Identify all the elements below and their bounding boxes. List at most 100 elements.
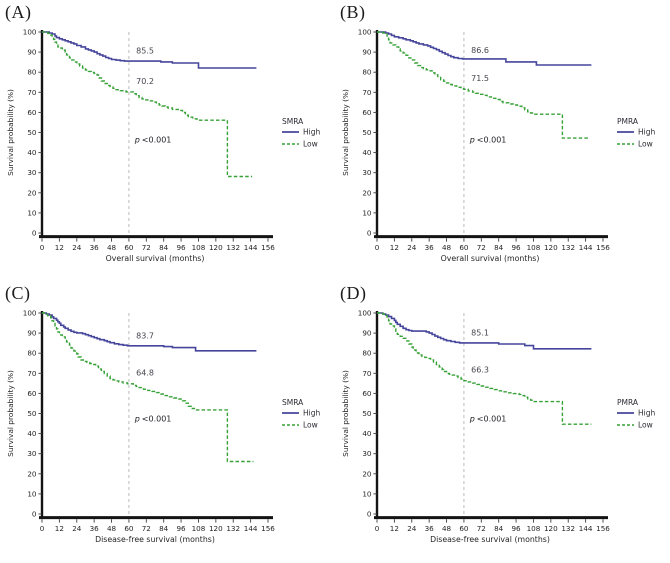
km-chart-b: 0 12 24 36 48 60 72 84 96 108 120 132 144 156 0 10 20 30 4… (341, 28, 655, 264)
y-tick-label: 10 (362, 208, 372, 217)
legend-low-label: Low (303, 140, 318, 149)
panel-a: (A) 0 12 24 36 48 60 72 84 96 108 120 132 144 156 0 10 2… (0, 0, 335, 281)
x-tick-label: 24 (407, 243, 417, 252)
x-tick-label: 96 (176, 243, 186, 252)
x-tick-label: 12 (55, 524, 64, 533)
x-tick-label: 144 (244, 243, 258, 252)
x-tick-label: 24 (72, 243, 82, 252)
panel-b-label: (B) (340, 2, 366, 22)
x-tick-label: 36 (425, 524, 435, 533)
x-tick-label: 108 (192, 524, 206, 533)
panel-d: (D) 0 12 24 36 48 60 72 84 96 108 120 132 144 156 0 10 2… (335, 281, 670, 562)
x-tick-label: 120 (544, 243, 558, 252)
high-series-line (42, 31, 257, 69)
y-tick-label: 50 (27, 409, 37, 418)
x-tick-label: 84 (494, 243, 504, 252)
p-value-label: p <0.001 (469, 415, 507, 424)
x-tick-label: 48 (107, 243, 117, 252)
y-tick-label: 0 (367, 229, 372, 238)
legend-title: PMRA (617, 117, 639, 126)
low-series-line (377, 31, 590, 139)
panel-d-label: (D) (340, 283, 367, 303)
x-tick-label: 96 (176, 524, 186, 533)
low-series-line (42, 312, 254, 463)
p-value-label: p <0.001 (134, 415, 172, 424)
legend-high-label: High (638, 409, 655, 418)
x-axis-title: Disease-free survival (months) (95, 535, 215, 544)
y-tick-label: 100 (358, 28, 372, 37)
panel-c-label: (C) (5, 283, 31, 303)
y-tick-label: 70 (362, 88, 372, 97)
y-tick-label: 40 (362, 148, 372, 157)
x-tick-label: 108 (527, 524, 541, 533)
x-tick-label: 120 (544, 524, 558, 533)
x-tick-label: 84 (159, 524, 169, 533)
y-tick-label: 0 (367, 510, 372, 519)
x-tick-label: 120 (209, 243, 223, 252)
x-tick-label: 12 (55, 243, 64, 252)
x-tick-label: 0 (375, 524, 380, 533)
x-tick-label: 156 (261, 524, 275, 533)
km-chart-d: 0 12 24 36 48 60 72 84 96 108 120 132 144 156 0 10 20 30 4… (341, 309, 655, 545)
p-value-label: p <0.001 (469, 136, 507, 145)
x-tick-label: 72 (142, 524, 151, 533)
x-tick-label: 0 (40, 524, 45, 533)
y-tick-label: 70 (27, 369, 37, 378)
x-tick-label: 132 (226, 524, 240, 533)
y-tick-label: 30 (27, 168, 37, 177)
y-axis-title: Survival probability (%) (6, 89, 15, 176)
x-tick-label: 12 (390, 524, 399, 533)
high-value-label: 85.5 (136, 47, 154, 56)
y-tick-label: 10 (27, 489, 37, 498)
y-tick-label: 80 (27, 349, 37, 358)
legend-title: SMRA (282, 117, 304, 126)
panel-b: (B) 0 12 24 36 48 60 72 84 96 108 120 132 144 156 0 10 2… (335, 0, 670, 281)
y-axis-title: Survival probability (%) (6, 370, 15, 457)
y-axis-title: Survival probability (%) (341, 370, 350, 457)
x-tick-label: 36 (90, 243, 100, 252)
y-tick-label: 20 (27, 469, 37, 478)
x-axis-title: Overall survival (months) (106, 254, 205, 263)
x-tick-label: 60 (124, 524, 134, 533)
x-axis-title: Disease-free survival (months) (430, 535, 550, 544)
y-tick-label: 80 (27, 68, 37, 77)
y-tick-label: 60 (362, 108, 372, 117)
x-tick-label: 24 (407, 524, 417, 533)
y-tick-label: 70 (27, 88, 37, 97)
x-tick-label: 84 (159, 243, 169, 252)
high-series-line (42, 312, 257, 352)
legend-low-label: Low (638, 140, 653, 149)
y-tick-label: 0 (32, 510, 37, 519)
y-tick-label: 100 (358, 309, 372, 318)
high-value-label: 86.6 (471, 46, 489, 55)
x-tick-label: 156 (596, 243, 610, 252)
y-tick-label: 50 (362, 409, 372, 418)
y-tick-label: 30 (27, 449, 37, 458)
x-tick-label: 144 (579, 524, 593, 533)
y-tick-label: 20 (27, 188, 37, 197)
x-tick-label: 144 (244, 524, 258, 533)
y-tick-label: 90 (362, 48, 372, 57)
x-axis-title: Overall survival (months) (441, 254, 540, 263)
panel-a-label: (A) (5, 2, 32, 22)
x-tick-label: 36 (425, 243, 435, 252)
low-value-label: 71.5 (471, 74, 489, 83)
y-tick-label: 60 (362, 389, 372, 398)
high-series-line (377, 312, 592, 350)
x-tick-label: 108 (192, 243, 206, 252)
km-chart-c: 0 12 24 36 48 60 72 84 96 108 120 132 144 156 0 10 20 30 4… (6, 309, 320, 545)
y-tick-label: 20 (362, 469, 372, 478)
legend-high-label: High (303, 409, 320, 418)
legend-low-label: Low (638, 421, 653, 430)
km-chart-a: 0 12 24 36 48 60 72 84 96 108 120 132 144 156 0 10 20 30 4… (6, 28, 320, 264)
y-tick-label: 20 (362, 188, 372, 197)
y-tick-label: 70 (362, 369, 372, 378)
y-tick-label: 0 (32, 229, 37, 238)
high-value-label: 83.7 (136, 332, 154, 341)
p-value-label: p <0.001 (134, 136, 172, 145)
y-tick-label: 30 (362, 449, 372, 458)
low-value-label: 64.8 (136, 369, 154, 378)
x-tick-label: 12 (390, 243, 399, 252)
legend-low-label: Low (303, 421, 318, 430)
